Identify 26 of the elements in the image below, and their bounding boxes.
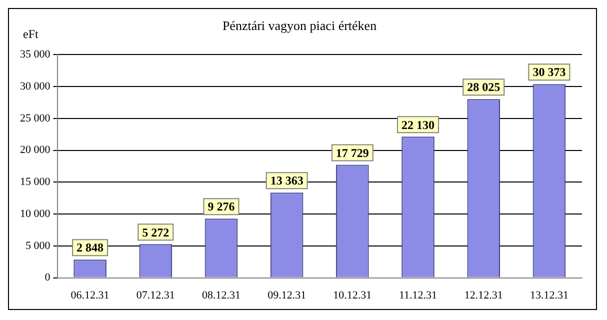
y-tick-label: 5 000: [26, 240, 51, 252]
y-tick-label: 35 000: [20, 48, 51, 60]
y-tick-label: 10 000: [20, 208, 51, 220]
data-label: 9 276: [208, 200, 235, 214]
y-tick-label: 0: [44, 272, 51, 284]
data-label: 30 373: [532, 65, 566, 80]
chart-title: Pénztári vagyon piaci értéken: [222, 18, 378, 34]
y-tick-label: 25 000: [20, 112, 51, 124]
data-label: 22 130: [402, 118, 435, 132]
y-axis-title: eFt: [23, 27, 39, 42]
x-tick-label: 13.12.31: [530, 289, 568, 302]
x-tick-label: 07.12.31: [136, 289, 175, 302]
x-tick-label: 06.12.31: [70, 289, 110, 302]
y-tick-label: 20 000: [20, 144, 51, 156]
x-tick-label: 11.12.31: [398, 289, 438, 302]
y-tick-label: 30 000: [20, 80, 51, 92]
data-label: 2 848: [76, 240, 104, 255]
data-label: 13 363: [270, 174, 304, 188]
data-label: 5 272: [142, 225, 170, 240]
data-label: 17 729: [336, 146, 369, 160]
x-tick-label: 09.12.31: [268, 289, 306, 302]
data-label: 28 025: [467, 80, 500, 94]
x-tick-label: 12.12.31: [464, 289, 503, 302]
x-tick-label: 10.12.31: [333, 289, 372, 302]
x-tick-label: 08.12.31: [202, 289, 240, 302]
y-tick-label: 15 000: [20, 176, 51, 188]
